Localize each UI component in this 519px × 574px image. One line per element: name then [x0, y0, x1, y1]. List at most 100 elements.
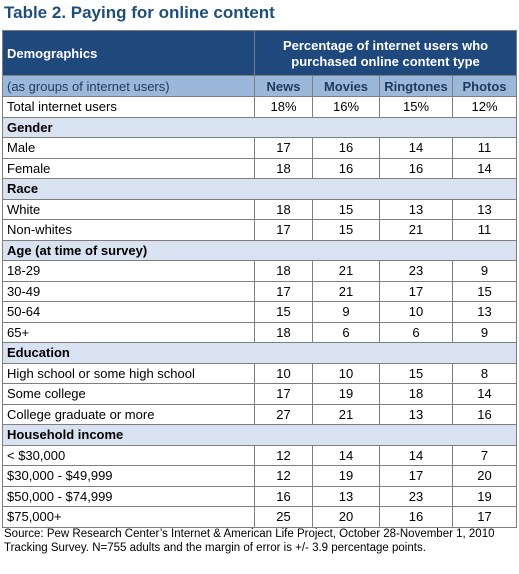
cell-ringtones: 18 [379, 383, 453, 405]
demographics-header: Demographics [2, 30, 255, 76]
cell-ringtones: 13 [379, 198, 453, 220]
cell-movies: 19 [312, 383, 380, 405]
row-label: College graduate or more [2, 403, 255, 425]
cell-news: 16 [254, 485, 313, 507]
cell-ringtones: 21 [379, 219, 453, 241]
cell-photos: 11 [451, 219, 518, 241]
cell-movies: 20 [312, 506, 380, 528]
cell-photos: 13 [451, 301, 518, 323]
cell-photos: 9 [451, 260, 518, 282]
cell-movies: 10 [312, 362, 380, 384]
cell-ringtones: 10 [379, 301, 453, 323]
content-table: Demographics Percentage of internet user… [1, 30, 518, 528]
cell-photos: 9 [451, 321, 518, 343]
table-row: 65+ 18 6 6 9 [2, 321, 518, 343]
cell-movies: 19 [312, 465, 380, 487]
cell-photos: 13 [451, 198, 518, 220]
percentage-header: Percentage of internet users who purchas… [253, 30, 518, 76]
table-row: White 18 15 13 13 [2, 198, 518, 220]
cell-movies: 21 [312, 280, 380, 302]
cell-movies: 21 [312, 260, 380, 282]
cell-photos: 15 [451, 280, 518, 302]
cell-movies: 13 [312, 485, 380, 507]
cell-news: 18% [254, 96, 313, 118]
source-note: Source: Pew Research Center’s Internet &… [4, 528, 495, 554]
row-label: 50-64 [2, 301, 255, 323]
cell-movies: 6 [312, 321, 380, 343]
table-row: College graduate or more 27 21 13 16 [2, 403, 518, 425]
table-row: Non-whites 17 15 21 11 [2, 219, 518, 241]
section-header-row: Education [1, 342, 518, 364]
row-label: $30,000 - $49,999 [2, 465, 255, 487]
cell-ringtones: 6 [379, 321, 453, 343]
cell-ringtones: 13 [379, 403, 453, 425]
header-row: Demographics Percentage of internet user… [2, 30, 518, 76]
section-header-row: Household income [1, 424, 518, 446]
cell-news: 18 [254, 321, 313, 343]
cell-photos: 14 [451, 383, 518, 405]
cell-ringtones: 14 [379, 444, 453, 466]
cell-news: 18 [254, 198, 313, 220]
cell-photos: 8 [451, 362, 518, 384]
table-row: $30,000 - $49,999 12 19 17 20 [2, 465, 518, 487]
row-label: Male [2, 137, 255, 159]
row-label: $75,000+ [2, 506, 255, 528]
cell-photos: 16 [451, 403, 518, 425]
cell-photos: 19 [451, 485, 518, 507]
cell-news: 27 [254, 403, 313, 425]
column-header-movies: Movies [312, 75, 380, 97]
cell-photos: 12% [451, 96, 518, 118]
table-row: $50,000 - $74,999 16 13 23 19 [2, 485, 518, 507]
cell-news: 10 [254, 362, 313, 384]
cell-photos: 7 [451, 444, 518, 466]
cell-movies: 16 [312, 137, 380, 159]
cell-ringtones: 17 [379, 465, 453, 487]
column-header-ringtones: Ringtones [379, 75, 453, 97]
table-row: 30-49 17 21 17 15 [2, 280, 518, 302]
row-label: Total internet users [2, 96, 255, 118]
cell-movies: 16 [312, 157, 380, 179]
cell-news: 18 [254, 260, 313, 282]
row-label: Some college [2, 383, 255, 405]
cell-photos: 20 [451, 465, 518, 487]
cell-photos: 17 [451, 506, 518, 528]
groups-label: (as groups of internet users) [2, 75, 255, 97]
cell-news: 17 [254, 219, 313, 241]
table-row: < $30,000 12 14 14 7 [2, 444, 518, 466]
row-label: $50,000 - $74,999 [2, 485, 255, 507]
cell-ringtones: 17 [379, 280, 453, 302]
table-row: 18-29 18 21 23 9 [2, 260, 518, 282]
cell-movies: 9 [312, 301, 380, 323]
table-title: Table 2. Paying for online content [4, 3, 275, 22]
cell-photos: 11 [451, 137, 518, 159]
cell-ringtones: 15% [379, 96, 453, 118]
cell-movies: 15 [312, 198, 380, 220]
subheader-row: (as groups of internet users) News Movie… [2, 75, 518, 97]
row-label: Female [2, 157, 255, 179]
cell-news: 25 [254, 506, 313, 528]
row-label: 18-29 [2, 260, 255, 282]
table-row: Male 17 16 14 11 [2, 137, 518, 159]
cell-movies: 21 [312, 403, 380, 425]
cell-ringtones: 15 [379, 362, 453, 384]
row-label: < $30,000 [2, 444, 255, 466]
section-label: Race [1, 178, 518, 200]
section-label: Education [1, 342, 518, 364]
cell-ringtones: 23 [379, 485, 453, 507]
section-label: Age (at time of survey) [1, 239, 518, 261]
cell-news: 15 [254, 301, 313, 323]
row-label: 65+ [2, 321, 255, 343]
cell-ringtones: 16 [379, 157, 453, 179]
table-row: 50-64 15 9 10 13 [2, 301, 518, 323]
section-header-row: Race [1, 178, 518, 200]
percentage-header-line2: purchased online content type [291, 54, 480, 69]
cell-news: 17 [254, 383, 313, 405]
table-row: $75,000+ 25 20 16 17 [2, 506, 518, 528]
section-header-row: Age (at time of survey) [1, 239, 518, 261]
total-row: Total internet users 18% 16% 15% 12% [2, 96, 518, 118]
row-label: High school or some high school [2, 362, 255, 384]
cell-movies: 14 [312, 444, 380, 466]
cell-news: 17 [254, 280, 313, 302]
row-label: Non-whites [2, 219, 255, 241]
cell-movies: 16% [312, 96, 380, 118]
